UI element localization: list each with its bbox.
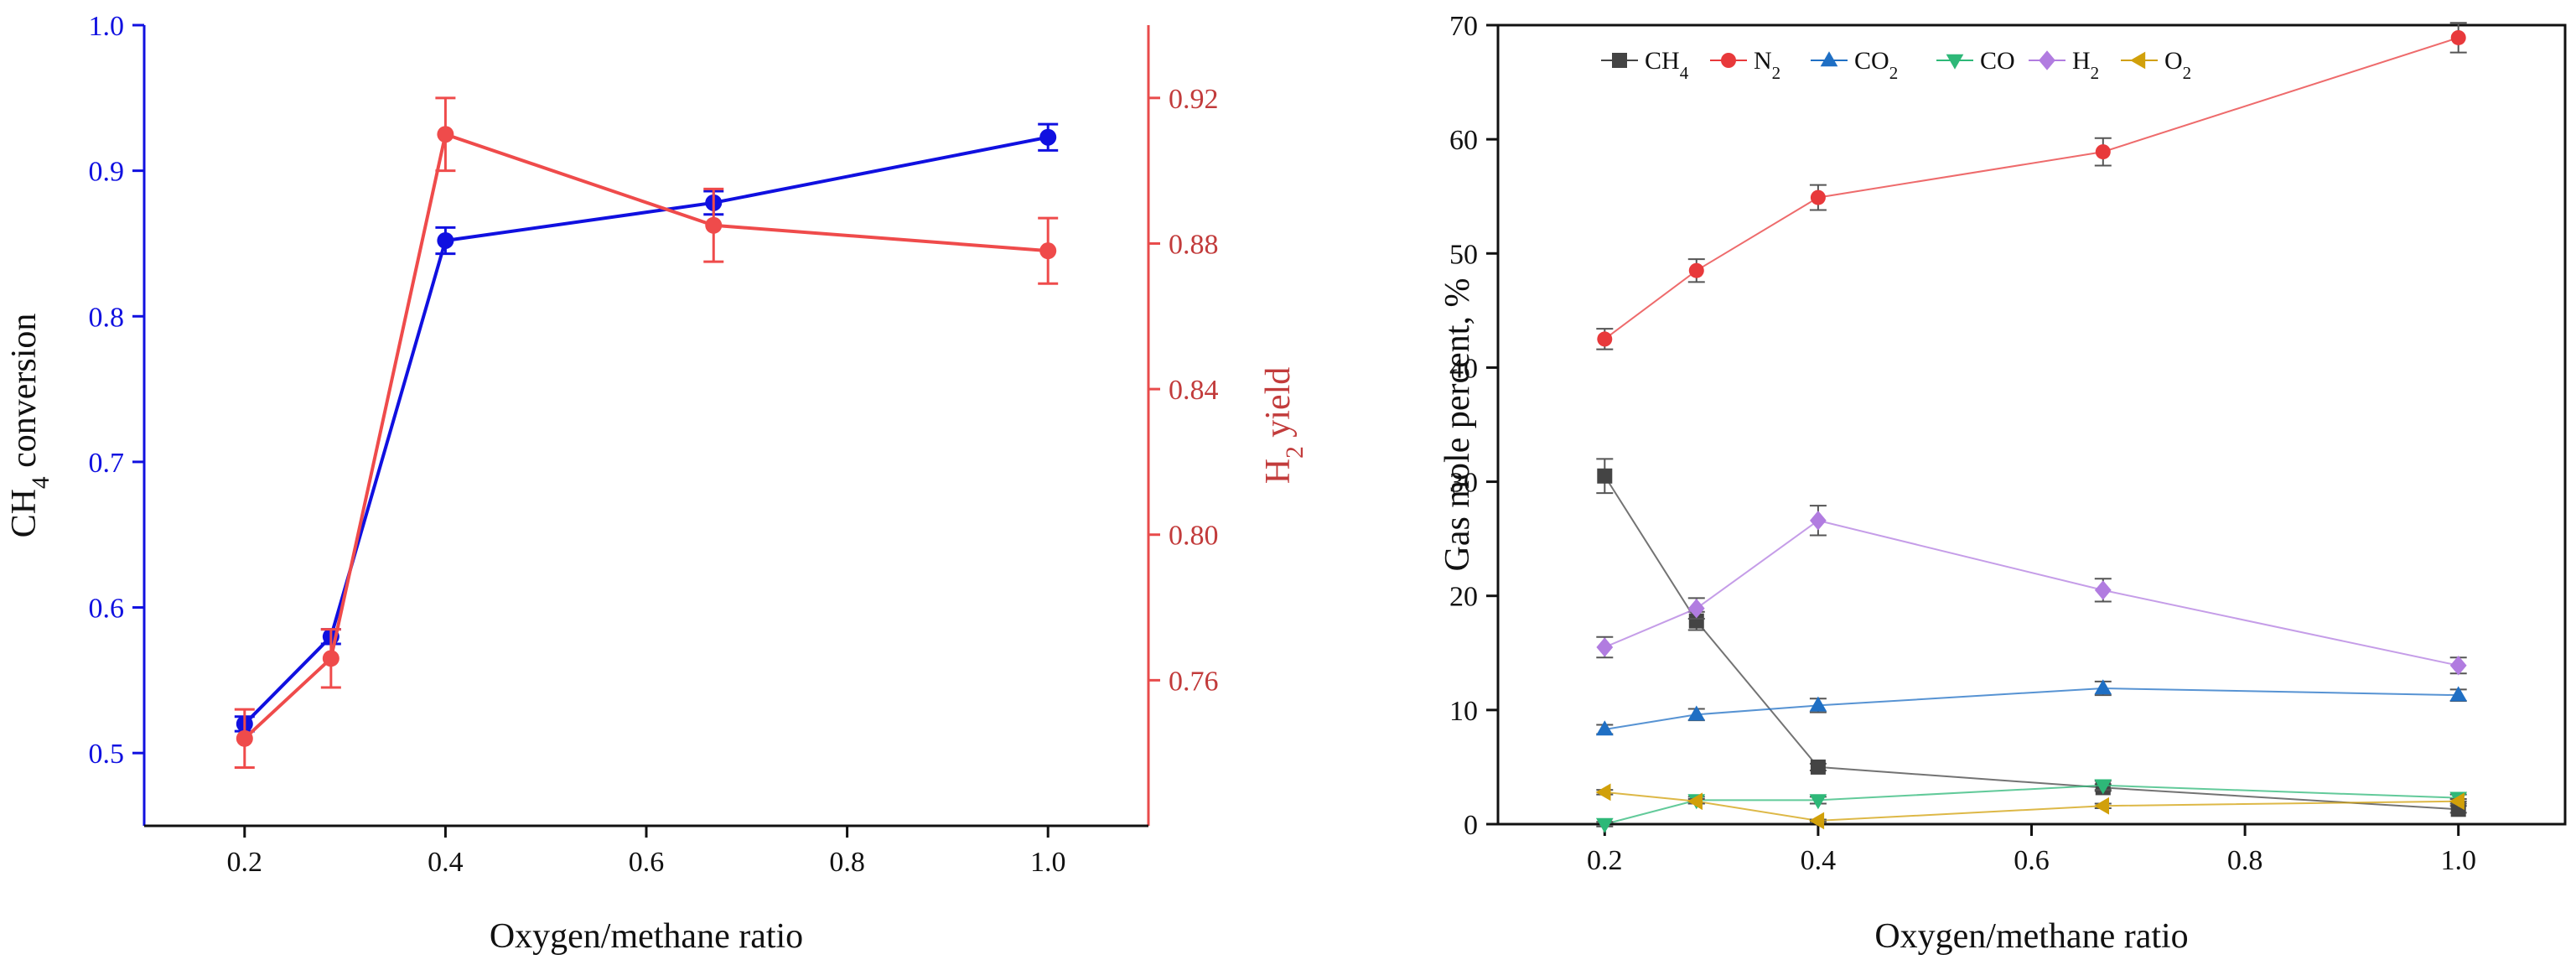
left-y-tick-label: 0.6 [89,594,125,625]
series-co2-point [1809,696,1827,712]
y-tick-label: 60 [1449,125,1478,156]
right-y-tick-label: 0.76 [1169,666,1219,697]
x-tick-label: 1.0 [2440,845,2476,876]
series-o2-point [1595,783,1611,802]
h2-yield-point [322,650,339,667]
left-y-tick-label: 0.7 [89,448,125,479]
ch4-conversion-point [1039,128,1057,146]
x-axis-label: Oxygen/methane ratio [490,917,803,956]
series-o2-point [1809,812,1825,830]
series-n2-point [1688,262,1704,278]
left-y-tick-label: 0.8 [89,302,125,333]
series-co-point [1595,817,1614,833]
right-chart: 0.2 0.4 0.6 0.8 1.0 0 10 20 30 40 50 60 70 Oxygen/met… [1438,11,2567,956]
y-tick-label: 20 [1449,582,1478,613]
series-h2-point [2094,580,2112,600]
left-y-tick-label: 0.9 [89,157,125,188]
series-h2-point [2449,656,2467,676]
legend-item-co2-marker [1820,51,1838,67]
series-co-line [1604,784,2459,825]
series-ch4-point [1597,468,1613,484]
x-tick-label: 0.2 [1587,845,1623,876]
series-n2-point [1597,331,1613,347]
series-co2-point [1687,705,1706,721]
legend: CH4 N2 CO2 CO H2 O2 [1601,47,2191,83]
legend-item-n2-marker [1721,53,1736,68]
series-ch4-line [1604,475,2459,811]
x-tick-label: 1.0 [1030,847,1066,878]
series-o2-point [2093,796,2109,815]
series-n2-point [1810,189,1826,205]
h2-yield-point [705,216,723,234]
series-n2-line [1604,37,2459,340]
y-tick-label: 30 [1449,468,1478,499]
series-o2-line [1604,791,2459,822]
series-co2-point [1595,720,1614,736]
series-h2-point [1687,598,1705,619]
legend-item-co2-label: CO2 [1854,47,1898,83]
legend-item-co-label: CO [1980,47,2015,75]
h2-yield-line [243,132,1049,740]
x-tick-label: 0.8 [2227,845,2263,876]
legend-item-ch4-label: CH4 [1645,47,1689,83]
series-o2-point [2449,792,2465,811]
y-tick-label: 70 [1449,11,1478,42]
left-chart: 0.2 0.4 0.6 0.8 1.0 0.5 0.6 0.7 0.8 0.9 1.0 0.76 0.8… [5,11,1309,956]
y-tick-label: 40 [1449,353,1478,384]
series-o2-point [1687,792,1703,811]
y-tick-label: 0 [1464,810,1478,841]
ch4-conversion-line [243,135,1049,725]
h2-yield-point [1039,242,1057,260]
series-h2-line [1604,519,2459,667]
x-tick-label: 0.8 [829,847,865,878]
x-tick-label: 0.4 [428,847,464,878]
legend-item-n2-label: N2 [1754,47,1780,83]
plot-frame [1496,23,2567,826]
y-tick-label: 50 [1449,239,1478,270]
series-h2-point [1596,637,1614,657]
right-y-axis-label: H2 yield [1259,367,1309,485]
legend-item-co-marker [1946,54,1964,70]
x-tick-label: 0.6 [2014,845,2050,876]
h2-yield-point [236,729,253,747]
left-y-axis-label: CH4 conversion [5,314,54,538]
series-h2-point [1810,511,1827,531]
x-tick-label: 0.2 [227,847,263,878]
series-ch4-point [1688,613,1704,629]
y-axis-label: Gas mole percent, % [1438,278,1477,572]
ch4-conversion-point [437,231,454,249]
legend-item-h2-marker [2039,50,2055,70]
right-y-tick-label: 0.88 [1169,229,1219,260]
series-ch4-point [1810,759,1826,775]
x-tick-label: 0.6 [629,847,665,878]
left-y-tick-label: 1.0 [89,11,125,42]
x-tick-label: 0.4 [1801,845,1837,876]
series-co2-line [1604,687,2459,730]
series-co2-point [2094,679,2112,695]
series-co2-point [2449,686,2468,702]
legend-item-o2-marker [2130,51,2146,70]
x-axis-label: Oxygen/methane ratio [1874,917,2188,956]
y-tick-label: 10 [1449,696,1478,727]
legend-item-ch4-marker [1612,53,1627,68]
h2-yield-point [437,126,454,143]
series-n2-point [2450,29,2466,45]
right-y-tick-label: 0.80 [1169,521,1219,552]
series-co-point [2094,779,2112,795]
legend-item-h2-label: H2 [2072,47,2099,83]
legend-item-o2-label: O2 [2164,47,2191,83]
left-y-tick-label: 0.5 [89,739,125,770]
right-y-tick-label: 0.84 [1169,375,1219,406]
right-y-tick-label: 0.92 [1169,84,1219,115]
series-n2-point [2095,144,2111,160]
series-co-point [1809,794,1827,810]
